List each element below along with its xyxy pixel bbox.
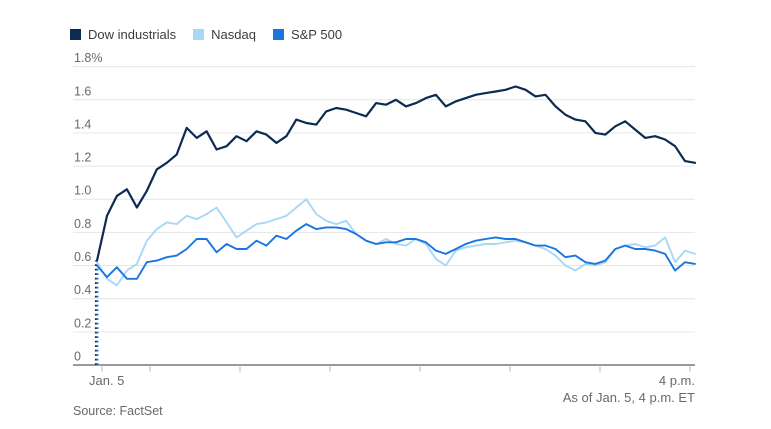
sp500-swatch-icon [272, 29, 284, 40]
y-axis-tick-label: 1.8% [74, 51, 103, 65]
legend-label-sp500: S&P 500 [290, 27, 343, 42]
legend-label-nasdaq: Nasdaq [211, 27, 256, 42]
y-axis-tick-label: 0.8 [74, 217, 91, 231]
y-axis-tick-label: 0.4 [74, 283, 91, 297]
legend-item-dow-industrials: Dow industrials [70, 27, 176, 42]
dow-industrials-swatch-icon [70, 29, 81, 40]
y-axis-tick-label: 0 [74, 350, 81, 364]
s-p-500-line [96, 223, 696, 280]
nasdaq-line [96, 198, 696, 287]
legend-label-dow-industrials: Dow industrials [88, 27, 177, 42]
legend-item-nasdaq: Nasdaq [193, 27, 256, 42]
y-axis-tick-label: 1.0 [74, 184, 91, 198]
as-of-timestamp: As of Jan. 5, 4 p.m. ET [562, 390, 695, 405]
legend-item-sp500: S&P 500 [272, 27, 343, 42]
source-credit: Source: FactSet [73, 404, 163, 418]
y-axis-tick-label: 1.2 [74, 151, 91, 165]
y-axis-tick-label: 1.6 [74, 84, 91, 98]
x-axis-start-label: Jan. 5 [89, 373, 125, 388]
dow-industrials-line [95, 85, 697, 262]
chart-legend: Dow industrials Nasdaq S&P 500 [70, 27, 342, 42]
y-axis-tick-label: 0.2 [74, 316, 91, 330]
nasdaq-swatch-icon [193, 29, 205, 40]
y-axis-tick-label: 0.6 [74, 250, 91, 264]
x-axis-end-label: 4 p.m. [658, 373, 695, 388]
y-axis-tick-label: 1.4 [74, 117, 91, 131]
